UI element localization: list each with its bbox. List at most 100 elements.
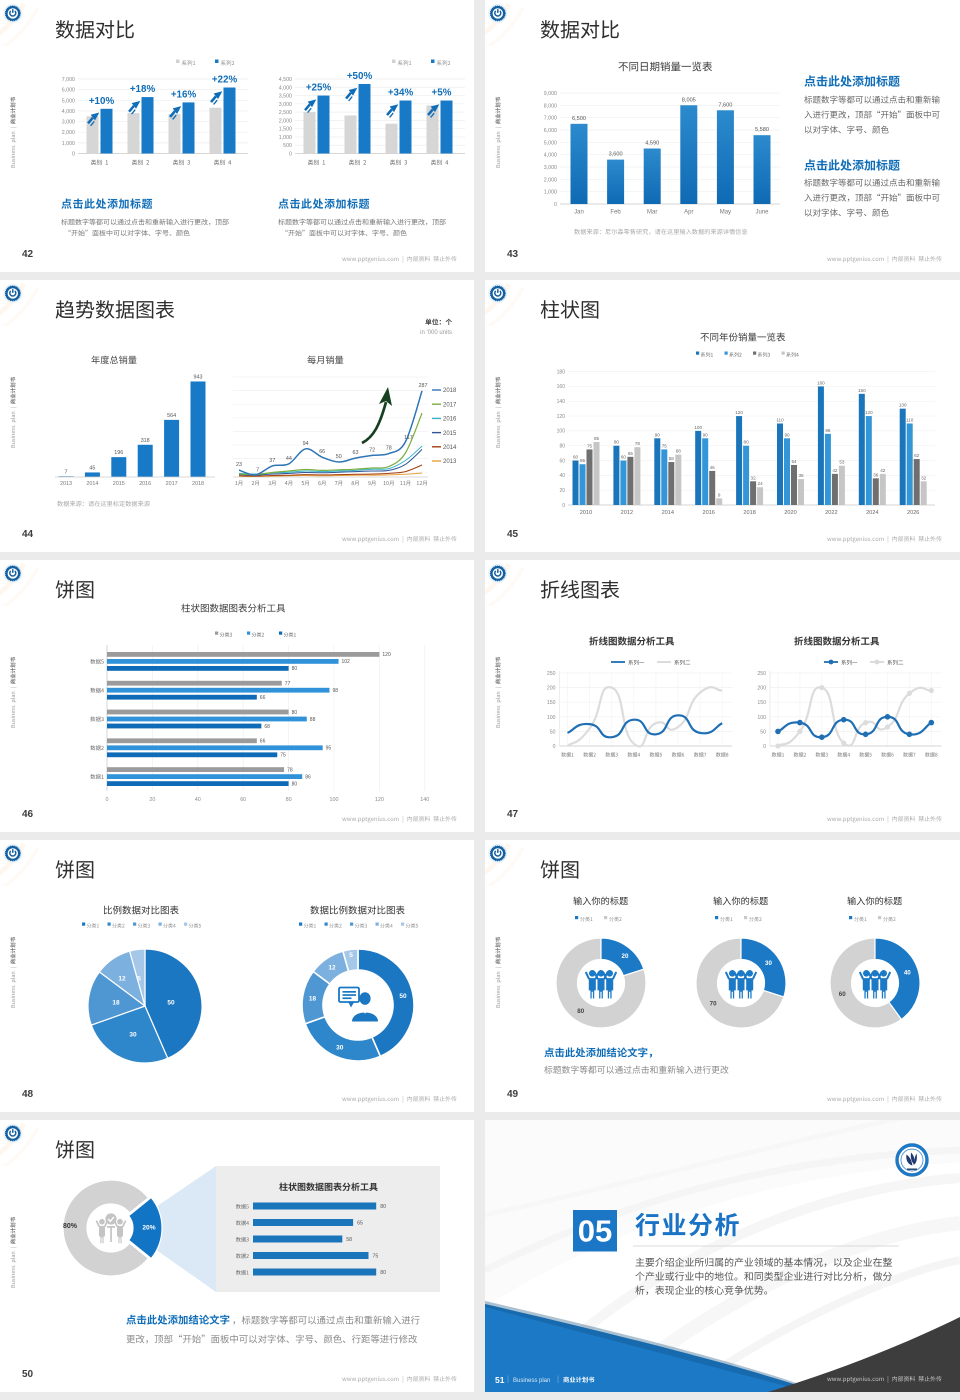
svg-text:4,500: 4,500 — [279, 77, 292, 83]
svg-text:130: 130 — [899, 403, 907, 408]
svg-text:60: 60 — [559, 458, 565, 464]
svg-text:72: 72 — [369, 447, 375, 453]
svg-text:0: 0 — [289, 152, 292, 158]
svg-text:50: 50 — [167, 999, 175, 1006]
svg-text:2017: 2017 — [443, 402, 457, 408]
svg-text:5,000: 5,000 — [62, 98, 75, 104]
svg-text:68: 68 — [264, 724, 270, 730]
svg-text:90: 90 — [784, 432, 790, 437]
svg-text:80: 80 — [380, 1204, 386, 1210]
svg-text:60: 60 — [573, 455, 579, 460]
svg-text:66: 66 — [260, 695, 266, 701]
svg-text:30: 30 — [765, 960, 772, 967]
svg-text:55: 55 — [580, 458, 586, 463]
svg-text:42: 42 — [832, 468, 838, 473]
svg-text:2015: 2015 — [443, 431, 457, 437]
svg-text:250: 250 — [547, 671, 556, 677]
svg-text:50: 50 — [399, 993, 407, 1000]
svg-text:60: 60 — [839, 991, 846, 998]
svg-text:40: 40 — [904, 970, 911, 977]
svg-text:60: 60 — [621, 455, 627, 460]
svg-text:96: 96 — [825, 428, 831, 433]
svg-text:12: 12 — [328, 964, 336, 971]
svg-text:2,000: 2,000 — [62, 130, 75, 136]
svg-text:150: 150 — [547, 700, 556, 706]
svg-text:70: 70 — [710, 1001, 717, 1008]
svg-text:1,000: 1,000 — [279, 135, 292, 141]
svg-text:2022: 2022 — [825, 510, 837, 516]
svg-text:180: 180 — [557, 369, 566, 375]
svg-text:66: 66 — [260, 739, 266, 745]
svg-text:88: 88 — [310, 717, 316, 723]
svg-text:30: 30 — [129, 1031, 137, 1038]
svg-text:75: 75 — [587, 443, 593, 448]
svg-text:160: 160 — [557, 384, 566, 390]
svg-text:2012: 2012 — [621, 510, 633, 516]
svg-text:80%: 80% — [63, 1223, 78, 1230]
svg-text:110: 110 — [776, 418, 784, 423]
svg-text:85: 85 — [594, 436, 600, 441]
svg-text:3,000: 3,000 — [62, 120, 75, 126]
svg-text:65: 65 — [628, 451, 634, 456]
svg-text:Jan: Jan — [574, 210, 584, 216]
svg-text:6,000: 6,000 — [62, 88, 75, 94]
svg-text:80: 80 — [292, 781, 298, 787]
svg-text:2024: 2024 — [866, 510, 878, 516]
svg-text:18: 18 — [309, 995, 317, 1002]
svg-text:2026: 2026 — [907, 510, 919, 516]
svg-text:53: 53 — [839, 460, 845, 465]
svg-text:32: 32 — [751, 475, 757, 480]
svg-text:54: 54 — [791, 459, 797, 464]
svg-text:2013: 2013 — [60, 481, 72, 487]
svg-text:2,000: 2,000 — [544, 177, 557, 183]
svg-text:June: June — [755, 210, 769, 216]
svg-text:120: 120 — [382, 652, 391, 658]
svg-text:+10%: +10% — [89, 96, 115, 107]
svg-text:46: 46 — [710, 465, 716, 470]
svg-text:20: 20 — [622, 953, 629, 960]
svg-text:100: 100 — [547, 715, 556, 721]
svg-text:80: 80 — [286, 797, 292, 803]
svg-text:120: 120 — [865, 410, 873, 415]
svg-text:150: 150 — [757, 700, 766, 706]
svg-text:8,000: 8,000 — [544, 103, 557, 109]
svg-text:Mar: Mar — [647, 210, 657, 216]
svg-text:4,000: 4,000 — [62, 109, 75, 115]
svg-text:80: 80 — [577, 1008, 584, 1015]
svg-text:6,000: 6,000 — [544, 128, 557, 134]
svg-text:2018: 2018 — [192, 481, 204, 487]
svg-text:117: 117 — [404, 435, 413, 441]
svg-text:78: 78 — [635, 441, 641, 446]
svg-text:24: 24 — [758, 481, 764, 486]
svg-text:12: 12 — [118, 975, 126, 982]
svg-text:18: 18 — [112, 999, 120, 1006]
svg-text:66: 66 — [319, 449, 325, 455]
svg-text:287: 287 — [419, 383, 428, 389]
svg-text:95: 95 — [326, 746, 332, 752]
svg-text:102: 102 — [342, 659, 351, 665]
svg-text:200: 200 — [757, 686, 766, 692]
svg-text:32: 32 — [921, 475, 927, 480]
svg-text:0: 0 — [553, 744, 556, 750]
svg-text:51: 51 — [495, 1375, 505, 1385]
svg-text:943: 943 — [194, 375, 203, 381]
svg-text:62: 62 — [914, 453, 920, 458]
svg-text:2014: 2014 — [662, 510, 674, 516]
svg-text:45: 45 — [89, 465, 95, 471]
svg-text:2014: 2014 — [86, 481, 98, 487]
svg-text:0: 0 — [763, 744, 766, 750]
svg-text:Feb: Feb — [610, 210, 621, 216]
svg-text:90: 90 — [703, 432, 709, 437]
svg-text:23: 23 — [236, 462, 242, 468]
svg-text:7,600: 7,600 — [718, 102, 732, 108]
svg-text:30: 30 — [336, 1045, 344, 1052]
svg-text:0: 0 — [106, 797, 109, 803]
svg-text:Apr: Apr — [684, 210, 693, 216]
svg-text:160: 160 — [817, 380, 825, 385]
svg-text:2013: 2013 — [443, 459, 457, 465]
svg-text:5,000: 5,000 — [544, 140, 557, 146]
svg-text:05: 05 — [578, 1214, 612, 1249]
svg-text:+5%: +5% — [432, 88, 452, 99]
svg-text:2010: 2010 — [580, 510, 592, 516]
svg-text:77: 77 — [285, 681, 291, 687]
